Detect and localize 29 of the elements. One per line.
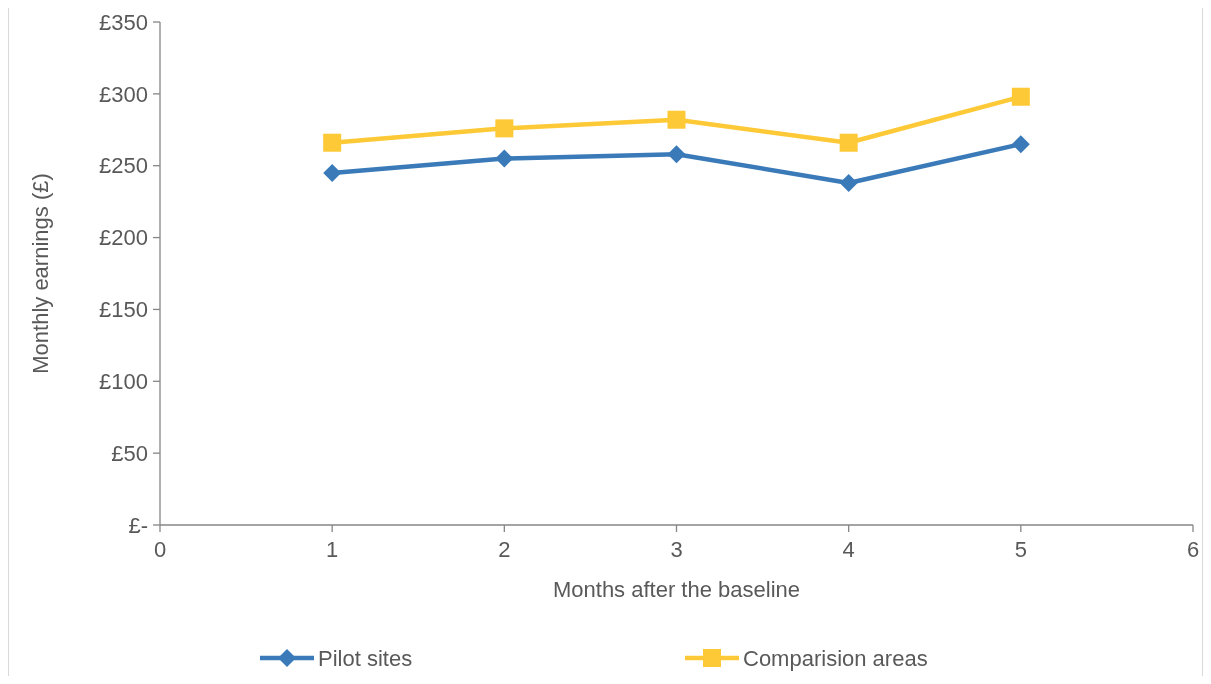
y-tick-label: £100 [99,368,148,394]
point [839,173,858,192]
point [495,149,514,168]
point [667,145,686,164]
y-tick-label: £200 [99,225,148,251]
y-tick-label: £- [128,512,148,538]
point [495,119,514,138]
legend-label: Pilot sites [318,645,413,671]
x-axis-title: Months after the baseline [552,577,801,602]
x-tick-label: 0 [153,537,167,562]
x-tick-label: 3 [670,537,683,562]
y-axis-title: Monthly earnings (£) [28,173,53,374]
x-tick-label: 5 [1014,537,1027,562]
x-tick-label: 6 [1186,537,1200,562]
point [1011,135,1030,154]
legend-label: Comparision areas [743,645,928,671]
y-tick-label: £150 [99,297,148,323]
y-tick-label: £300 [99,81,148,107]
point [323,163,342,182]
x-tick-label: 2 [498,537,511,562]
point [323,133,342,152]
point [1011,87,1030,106]
y-tick-label: £50 [111,440,148,466]
point [667,110,686,129]
x-tick-label: 4 [842,537,855,562]
point [839,133,858,152]
y-tick-label: £350 [99,9,148,35]
y-tick-label: £250 [99,153,148,179]
x-tick-label: 1 [326,537,339,562]
